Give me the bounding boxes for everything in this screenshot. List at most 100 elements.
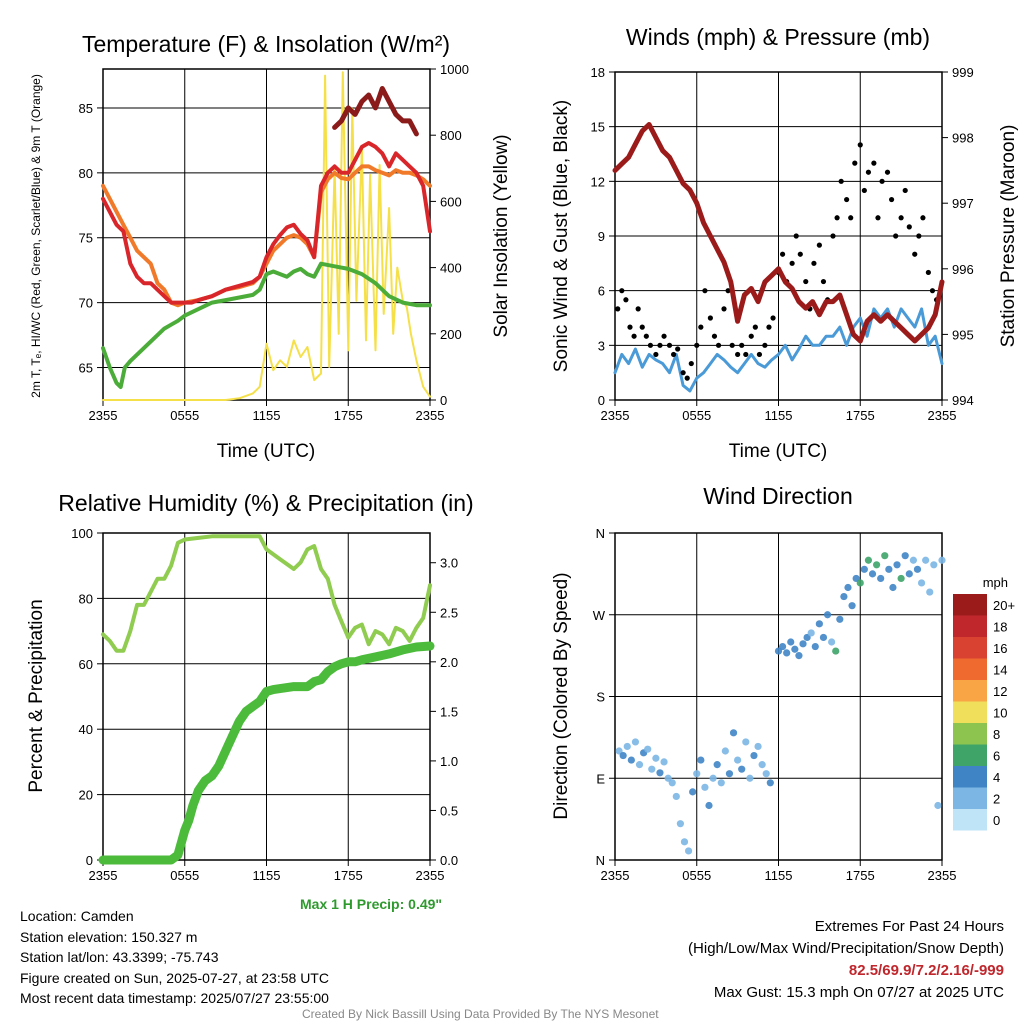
temp-xtick-label: 2355 xyxy=(416,408,445,423)
dir-point xyxy=(930,561,938,569)
wind-gust-point xyxy=(762,342,768,348)
dir-point xyxy=(881,552,889,560)
dir-point xyxy=(705,801,713,810)
rh-xtick-label: 2355 xyxy=(416,868,445,883)
dir-point xyxy=(836,615,844,623)
legend-swatch xyxy=(953,766,987,788)
dir-point xyxy=(889,583,897,592)
dir-point xyxy=(766,779,774,787)
dir-point xyxy=(873,561,881,569)
wind-gust-point xyxy=(643,333,649,339)
wind-gust-point xyxy=(884,169,891,175)
wind-gust-point xyxy=(653,351,659,358)
temp-ylabel-right: Solar Insolation (Yellow) xyxy=(491,134,512,337)
temp-rtick-label: 800 xyxy=(440,128,462,143)
wind-gust-point xyxy=(619,288,625,294)
wind-xlabel: Time (UTC) xyxy=(729,441,828,462)
wind-ylabel-right: Station Pressure (Maroon) xyxy=(998,125,1019,348)
wind-gust-point xyxy=(694,342,700,348)
dir-point xyxy=(807,629,815,637)
wind-ytick-label: 18 xyxy=(591,65,605,80)
temp-series-2mt xyxy=(101,141,432,305)
dir-point xyxy=(668,779,676,787)
extremes-block: Extremes For Past 24 Hours (High/Low/Max… xyxy=(688,916,1004,1004)
wind-gust-point xyxy=(657,342,663,348)
recent-timestamp: Most recent data timestamp: 2025/07/27 2… xyxy=(20,990,329,1006)
dir-point xyxy=(619,751,627,760)
dir-point xyxy=(926,588,934,596)
dir-point xyxy=(783,649,791,657)
dir-point xyxy=(819,633,828,642)
wind-gust-point xyxy=(898,215,904,221)
wind-ytick-label: 6 xyxy=(598,284,605,299)
temp-series-solar xyxy=(102,71,431,401)
wind-gust-point xyxy=(688,360,694,367)
wind-gust-point xyxy=(743,351,749,358)
rh-ytick-label: 0 xyxy=(86,853,93,868)
temp-series-9mt xyxy=(101,164,432,308)
dir-point xyxy=(684,847,693,855)
wind-gust-point xyxy=(803,278,809,285)
wind-gust-point xyxy=(721,306,727,312)
wind-gust-point xyxy=(729,342,735,348)
dir-point xyxy=(660,758,668,766)
wind-gust-point xyxy=(844,196,850,203)
dir-point xyxy=(725,770,734,778)
wind-rtick-label: 999 xyxy=(952,65,974,80)
figure-created: Figure created on Sun, 2025-07-27, at 23… xyxy=(20,969,329,986)
temp-xtick-label: 1755 xyxy=(334,408,363,423)
wind-gust-point xyxy=(906,224,912,230)
wind-gust-point xyxy=(888,196,895,203)
dir-point xyxy=(701,783,709,791)
legend-swatch xyxy=(953,658,987,680)
legend-label: 8 xyxy=(993,727,1000,742)
wind-rtick-label: 995 xyxy=(952,327,974,342)
dir-point xyxy=(746,774,754,782)
dir-point xyxy=(860,565,868,573)
wind-gust-point xyxy=(929,288,936,294)
dir-point xyxy=(648,765,656,773)
rh-ytick-label: 80 xyxy=(79,591,93,606)
dir-point xyxy=(828,638,836,646)
wind-ytick-label: 0 xyxy=(598,393,605,408)
wind-ytick-label: 3 xyxy=(598,338,605,353)
temp-series-t xyxy=(101,261,432,389)
wind-gust-point xyxy=(735,351,741,358)
wind-gust-point xyxy=(852,160,858,166)
legend-swatch xyxy=(953,744,987,766)
legend-swatch xyxy=(953,594,987,616)
wind-gust-point xyxy=(725,288,731,294)
legend-label: 14 xyxy=(993,662,1007,677)
dir-point xyxy=(909,556,917,564)
wind-ytick-label: 15 xyxy=(591,120,605,135)
dir-point xyxy=(627,756,635,764)
dir-point xyxy=(791,645,799,653)
dir-point xyxy=(844,583,852,592)
dir-ytick-label: E xyxy=(596,771,605,786)
wind-gust-point xyxy=(702,288,708,294)
dir-point xyxy=(623,742,631,751)
wind-gust-point xyxy=(670,351,677,358)
dir-point xyxy=(832,647,840,655)
rh-rtick-label: 1.0 xyxy=(440,754,458,769)
dir-point xyxy=(811,642,819,651)
wind-gust-point xyxy=(811,260,817,266)
rh-xtick-label: 1755 xyxy=(334,868,363,883)
dir-point xyxy=(815,620,823,628)
dir-ytick-label: N xyxy=(596,526,605,541)
temp-xlabel: Time (UTC) xyxy=(217,441,316,462)
legend-swatch xyxy=(953,680,987,702)
wind-rtick-label: 998 xyxy=(952,131,974,146)
dir-point xyxy=(901,552,909,560)
rh-series-precip xyxy=(98,641,435,865)
temp-ytick-label: 85 xyxy=(79,101,93,116)
wind-gust-point xyxy=(816,242,822,248)
dir-point xyxy=(754,742,762,751)
wind-gust-point xyxy=(627,324,633,330)
wind-gust-point xyxy=(820,278,827,285)
legend-swatch xyxy=(953,787,987,809)
rh-rtick-label: 1.5 xyxy=(440,704,458,719)
temp-ytick-label: 80 xyxy=(79,166,93,181)
dir-point xyxy=(680,838,689,846)
wind-gust-point xyxy=(675,346,681,352)
